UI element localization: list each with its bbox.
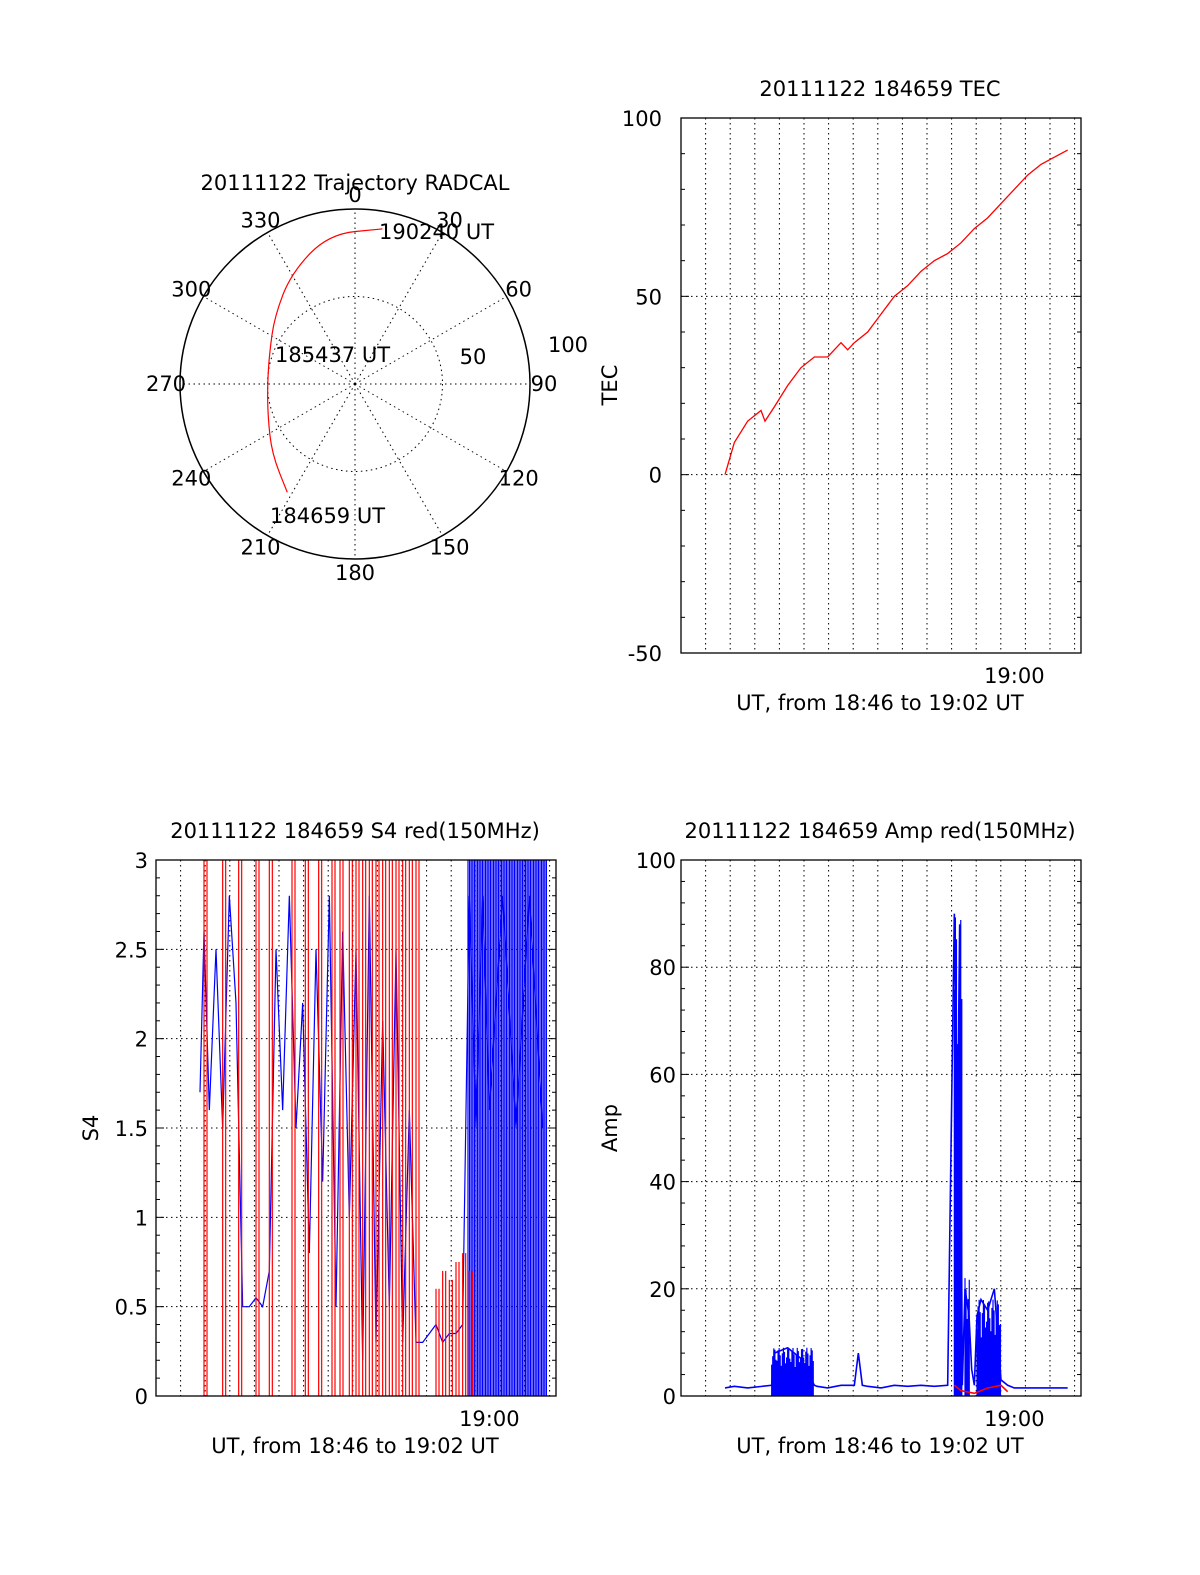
amp-title: 20111122 184659 Amp red(150MHz) [684, 819, 1075, 843]
amp-ytick-label: 60 [649, 1063, 676, 1087]
amp-blue-burst [964, 1278, 970, 1396]
polar-azimuth-label: 0 [348, 183, 361, 207]
amp-ytick-label: 100 [636, 849, 676, 873]
tec-ytick-label: -50 [628, 642, 662, 666]
s4-series-red [203, 860, 473, 1396]
polar-azimuth-label: 60 [505, 278, 532, 302]
tec-xlabel: UT, from 18:46 to 19:02 UT [736, 691, 1024, 715]
tec-series-red [724, 149, 1068, 475]
polar-azimuth-label: 240 [171, 467, 211, 491]
polar-spoke [267, 232, 356, 385]
amp-ylabel: Amp [598, 1104, 622, 1152]
polar-trajectory-panel: 20111122 Trajectory RADCAL 0 30 60 90 120 150… [146, 171, 588, 585]
s4-ytick-label: 1 [135, 1206, 148, 1230]
polar-azimuth-label: 30 [436, 208, 463, 232]
tec-plot-frame [680, 117, 1082, 654]
tec-ytick-label: 0 [649, 464, 662, 488]
polar-spoke [203, 296, 356, 385]
tec-ylabel: TEC [598, 365, 622, 407]
tec-xtick-label: 19:00 [984, 664, 1045, 688]
amp-series-red [953, 1384, 1009, 1395]
amp-panel: 20111122 184659 Amp red(150MHz) UT, from… [598, 819, 1082, 1458]
amp-blue-burst [771, 1347, 814, 1396]
tec-title: 20111122 184659 TEC [759, 77, 1000, 101]
amp-xtick-label: 19:00 [984, 1407, 1045, 1431]
polar-azimuth-label: 270 [146, 372, 186, 396]
polar-azimuth-label: 210 [240, 536, 280, 560]
polar-outer-circle [179, 208, 531, 560]
amp-xlabel: UT, from 18:46 to 19:02 UT [736, 1434, 1024, 1458]
s4-ylabel: S4 [79, 1115, 103, 1142]
polar-spoke [354, 383, 507, 472]
s4-ytick-label: 0.5 [115, 1296, 148, 1320]
s4-ytick-label: 3 [135, 849, 148, 873]
amp-series-blue [724, 913, 1068, 1389]
s4-ytick-label: 2.5 [115, 938, 148, 962]
polar-spoke [267, 383, 356, 536]
trajectory-line [267, 228, 383, 493]
polar-spoke [354, 296, 507, 385]
trajectory-start-label: 184659 UT [270, 504, 385, 528]
tec-panel: 20111122 184659 TEC UT, from 18:46 to 19… [598, 77, 1082, 715]
amp-ytick-label: 40 [649, 1171, 676, 1195]
amp-blue-burst [976, 1299, 1002, 1396]
amp-ytick-label: 0 [663, 1385, 676, 1409]
polar-spoke [203, 383, 356, 472]
s4-blue-dense-block [467, 860, 547, 1396]
amp-blue-burst [953, 917, 963, 1396]
polar-azimuth-label: 180 [335, 561, 375, 585]
polar-radius-label: 50 [460, 345, 487, 369]
trajectory-end-label: 190240 UT [379, 220, 494, 244]
trajectory-mid-label: 185437 UT [275, 343, 390, 367]
s4-xlabel: UT, from 18:46 to 19:02 UT [211, 1434, 499, 1458]
s4-plot-frame [155, 859, 557, 1397]
polar-azimuth-label: 300 [171, 278, 211, 302]
s4-xtick-label: 19:00 [459, 1407, 520, 1431]
s4-title: 20111122 184659 S4 red(150MHz) [170, 819, 540, 843]
polar-ring-50 [267, 296, 443, 472]
tec-ytick-label: 50 [635, 285, 662, 309]
s4-ytick-label: 1.5 [115, 1117, 148, 1141]
polar-azimuth-label: 90 [531, 372, 558, 396]
polar-azimuth-label: 330 [240, 208, 280, 232]
amp-ytick-label: 20 [649, 1278, 676, 1302]
tec-ytick-label: 100 [622, 107, 662, 131]
amp-plot-frame [680, 859, 1082, 1397]
s4-panel: 20111122 184659 S4 red(150MHz) UT, from … [79, 819, 557, 1458]
polar-radius-label: 100 [548, 333, 588, 357]
polar-title: 20111122 Trajectory RADCAL [201, 171, 510, 195]
s4-ytick-label: 0 [135, 1385, 148, 1409]
amp-ytick-label: 80 [649, 956, 676, 980]
polar-spoke [354, 383, 443, 536]
s4-ytick-label: 2 [135, 1028, 148, 1052]
polar-azimuth-label: 150 [429, 536, 469, 560]
polar-azimuth-label: 120 [499, 467, 539, 491]
polar-spoke [354, 232, 443, 385]
